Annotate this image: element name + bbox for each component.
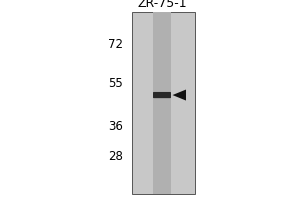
Text: 72: 72 (108, 38, 123, 50)
FancyBboxPatch shape (153, 92, 171, 98)
Text: 28: 28 (108, 150, 123, 162)
Polygon shape (172, 90, 186, 101)
Text: ZR-75-1: ZR-75-1 (137, 0, 187, 10)
Bar (132, 12, 195, 194)
Text: 36: 36 (108, 119, 123, 132)
Text: 55: 55 (108, 77, 123, 90)
Bar (153, 12, 171, 194)
